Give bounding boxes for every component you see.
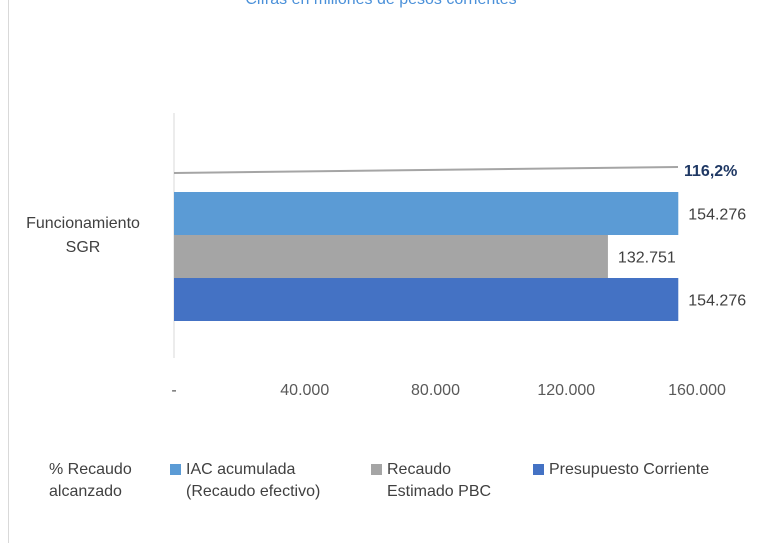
legend-swatch bbox=[371, 464, 382, 475]
x-tick-label: - bbox=[171, 382, 176, 399]
chart-legend: % Recaudo alcanzado IAC acumulada (Recau… bbox=[0, 459, 762, 519]
bar-0 bbox=[174, 192, 679, 235]
category-label-line: SGR bbox=[66, 239, 101, 256]
x-tick-label: 120.000 bbox=[537, 382, 595, 399]
legend-label-line: Presupuesto Corriente bbox=[549, 461, 710, 478]
legend-item-recaudo-alcanzado: % Recaudo alcanzado bbox=[49, 459, 132, 503]
data-label-bar-2: 154.276 bbox=[688, 293, 746, 310]
legend-item-iac-acumulada: IAC acumulada (Recaudo efectivo) bbox=[170, 459, 320, 503]
data-label-bar-0: 154.276 bbox=[688, 207, 746, 224]
legend-item-recaudo-estimado: Recaudo Estimado PBC bbox=[371, 459, 491, 503]
legend-swatch bbox=[170, 464, 181, 475]
data-label-recaudo-alcanzado: 116,2% bbox=[684, 163, 737, 180]
line-series-recaudo-alcanzado bbox=[173, 166, 679, 174]
bar-chart-plot: 116,2% 154.276 132.751 154.276 Funcionamient… bbox=[26, 113, 746, 399]
legend-item-presupuesto-corriente: Presupuesto Corriente bbox=[533, 459, 709, 481]
chart-frame bbox=[8, 0, 762, 543]
data-label-bar-1: 132.751 bbox=[618, 250, 676, 267]
x-tick-label: 80.000 bbox=[411, 382, 460, 399]
x-tick-label: 40.000 bbox=[280, 382, 329, 399]
legend-label-line: IAC acumulada bbox=[186, 461, 296, 478]
category-label-line: Funcionamiento bbox=[26, 215, 140, 232]
chart-subtitle: Cifras en millones de pesos corrientes bbox=[0, 0, 762, 9]
legend-label-line: Estimado PBC bbox=[387, 483, 492, 500]
bar-1 bbox=[174, 235, 608, 278]
bar-2 bbox=[174, 278, 679, 321]
legend-label-line: Recaudo bbox=[387, 461, 452, 478]
x-tick-label: 160.000 bbox=[668, 382, 726, 399]
legend-swatch bbox=[533, 464, 544, 475]
legend-label-line: (Recaudo efectivo) bbox=[186, 483, 321, 500]
legend-label-line: % Recaudo bbox=[49, 461, 132, 478]
legend-label-line: alcanzado bbox=[49, 483, 122, 500]
